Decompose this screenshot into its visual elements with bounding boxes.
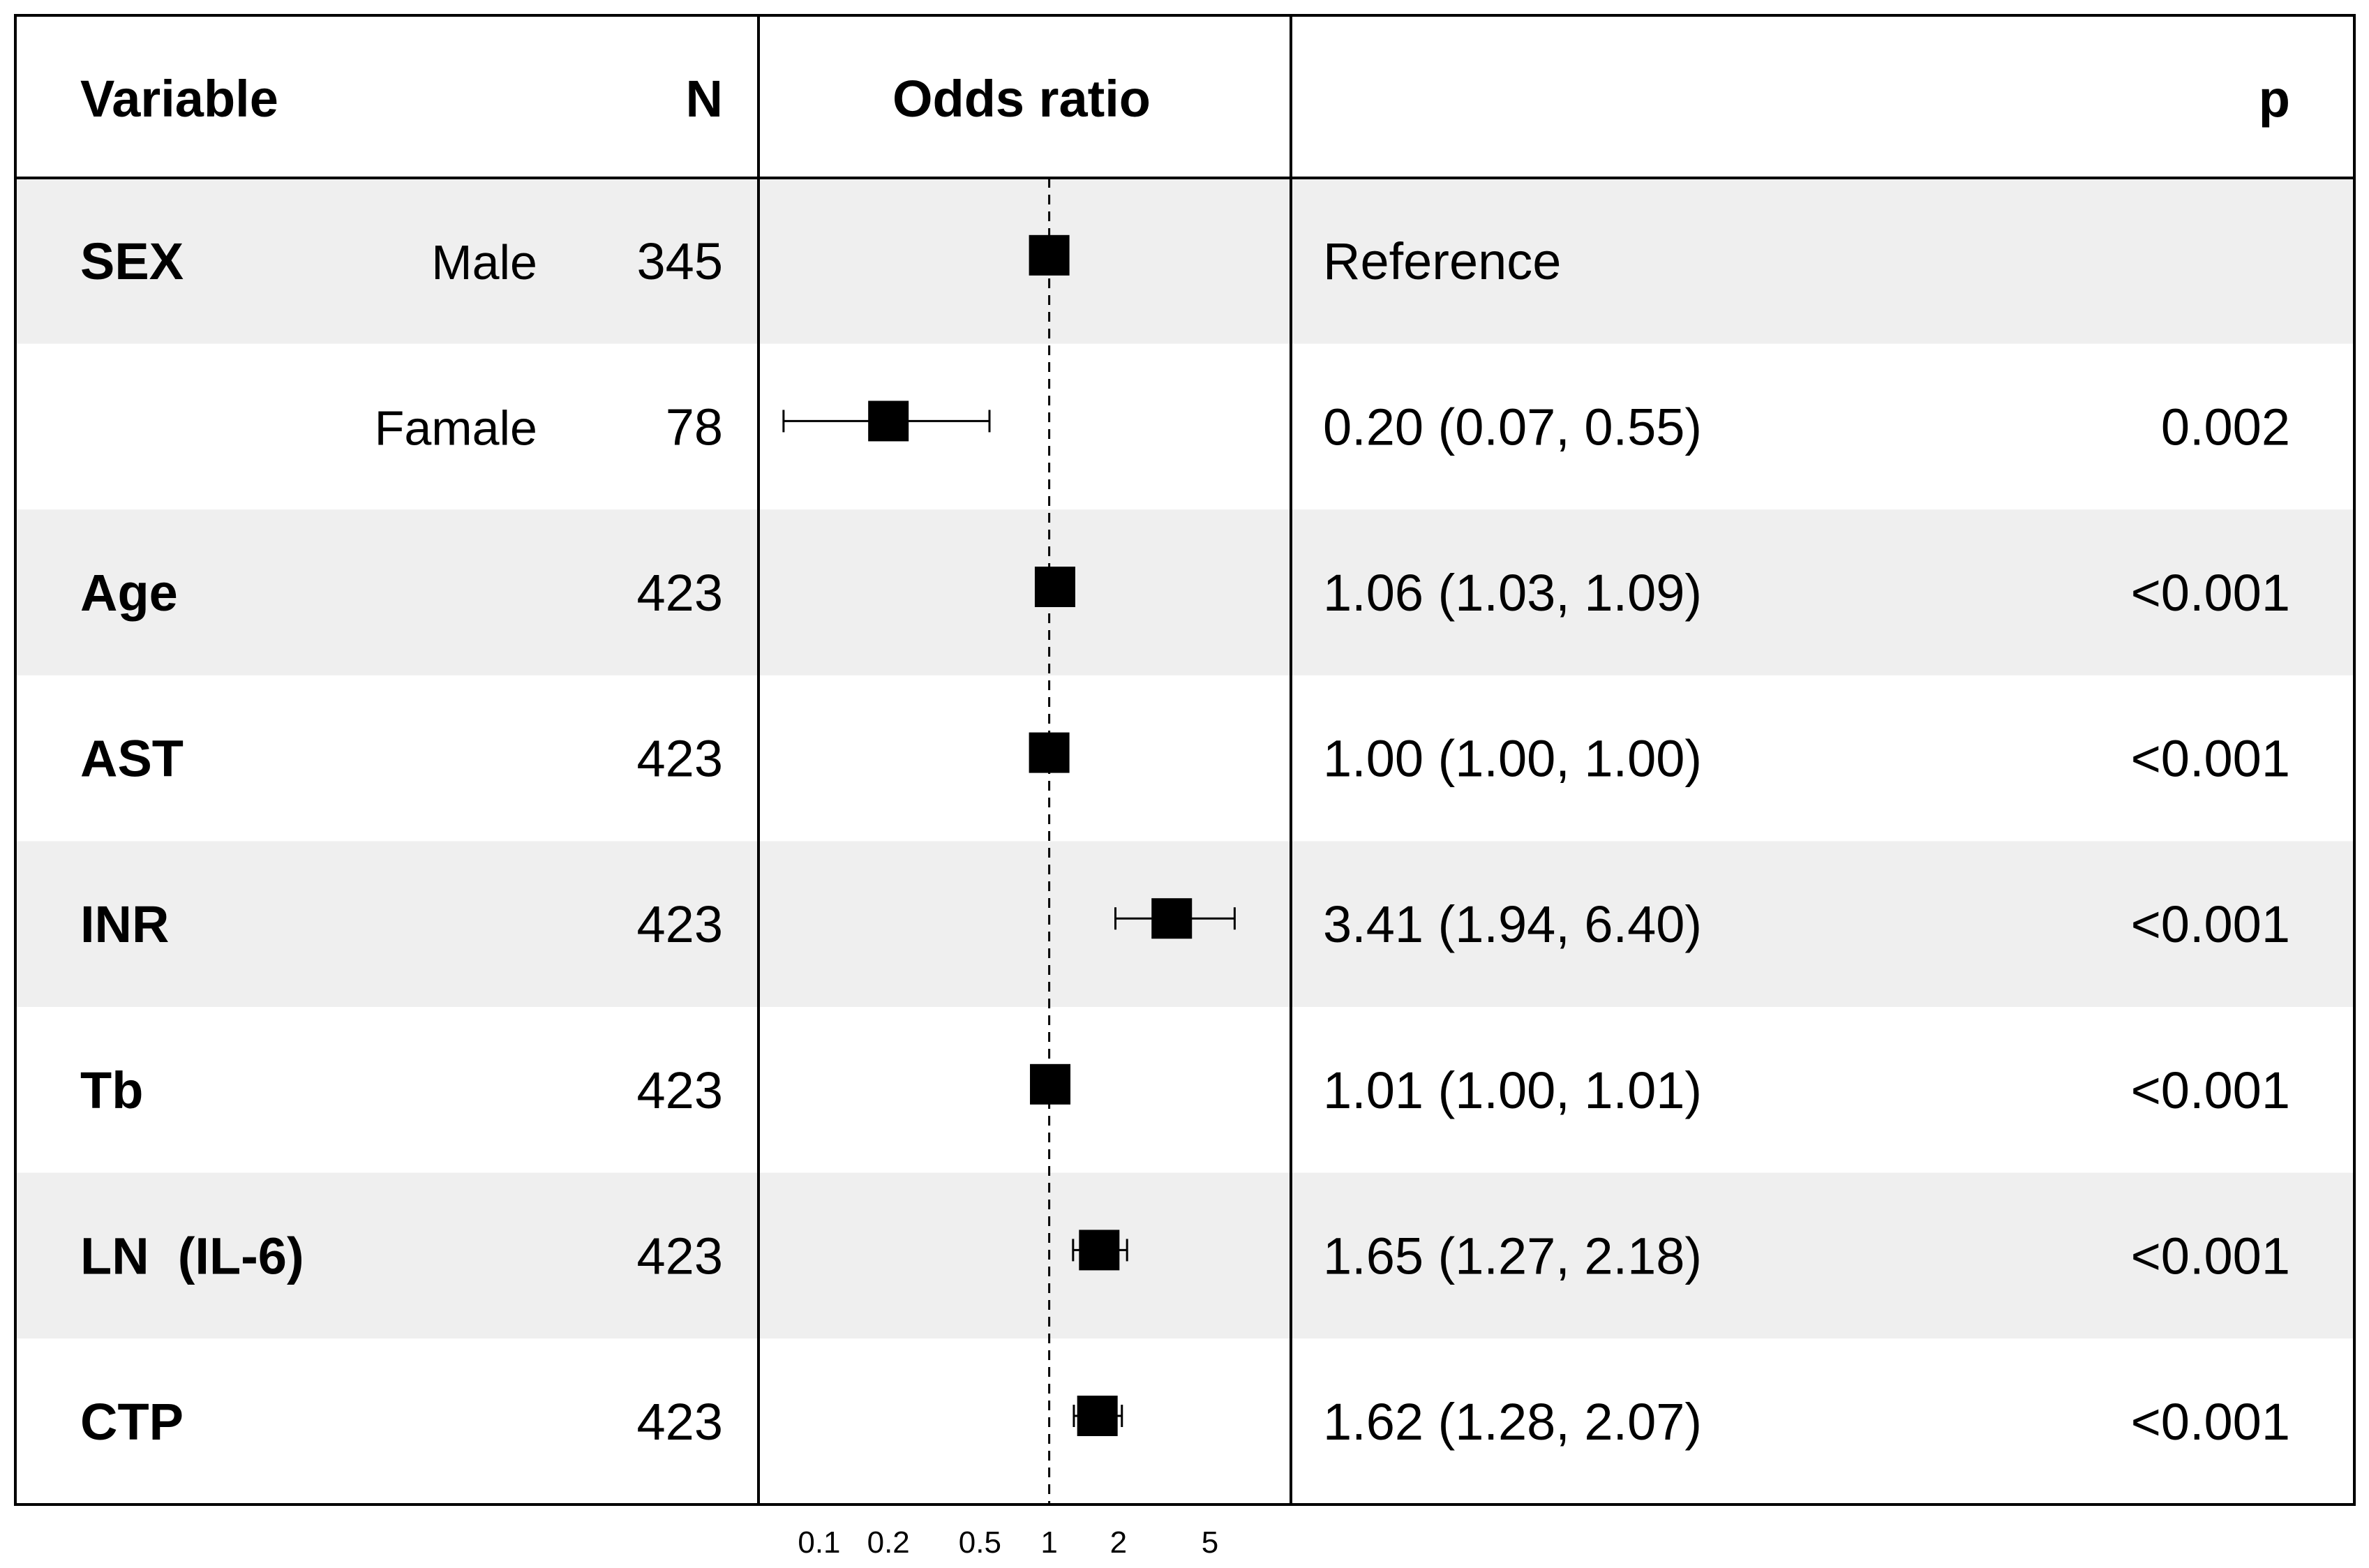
variable-label: Tb (80, 1061, 143, 1119)
x-tick-label: 5 (1202, 1525, 1218, 1560)
level-label: Male (431, 235, 537, 290)
variable-label: SEX (80, 232, 184, 290)
p-value: <0.001 (2131, 730, 2290, 788)
header-n: N (686, 70, 723, 128)
p-value: <0.001 (2131, 1393, 2290, 1451)
table-row: AST 423 1.00 (1.00, 1.00) <0.001 (80, 730, 2290, 788)
estimate-text: 1.00 (1.00, 1.00) (1323, 730, 1702, 788)
table-row: Age 423 1.06 (1.03, 1.09) <0.001 (80, 564, 2290, 622)
point-estimate (1034, 567, 1075, 607)
estimate-text: Reference (1323, 232, 1561, 290)
header-odds-ratio: Odds ratio (892, 70, 1151, 128)
table-row: Famale 78 0.20 (0.07, 0.55) 0.002 (375, 398, 2290, 456)
n-value: 423 (637, 730, 723, 788)
x-axis-ticks: 0.1 0.2 0.5 1 2 5 (798, 1525, 1218, 1560)
x-tick-label: 1 (1040, 1525, 1057, 1560)
table-frame (14, 14, 2356, 1506)
estimate-text: 1.65 (1.27, 2.18) (1323, 1227, 1702, 1285)
p-value: <0.001 (2131, 564, 2290, 622)
p-value: <0.001 (2131, 1061, 2290, 1119)
p-value: <0.001 (2131, 1227, 2290, 1285)
point-estimate (1079, 1230, 1120, 1271)
point-estimate (1077, 1396, 1118, 1436)
estimate-text: 1.62 (1.28, 2.07) (1323, 1393, 1702, 1451)
table-row: CTP 423 1.62 (1.28, 2.07) <0.001 (80, 1393, 2290, 1451)
x-tick-label: 0.1 (798, 1525, 840, 1560)
table-row: LN (IL-6) 423 1.65 (1.27, 2.18) <0.001 (80, 1227, 2290, 1285)
header-variable: Variable (80, 70, 278, 128)
outer-border (14, 14, 2356, 1506)
x-tick-label: 2 (1110, 1525, 1127, 1560)
row-band (15, 178, 2354, 344)
estimate-text: 0.20 (0.07, 0.55) (1323, 398, 1702, 456)
variable-label: LN (IL-6) (80, 1227, 304, 1285)
variable-label: INR (80, 895, 169, 953)
level-label: Famale (375, 401, 537, 455)
n-value: 423 (637, 895, 723, 953)
variable-label: CTP (80, 1393, 184, 1451)
n-value: 78 (666, 398, 723, 456)
point-estimate (868, 401, 909, 442)
row-band (15, 1172, 2354, 1339)
variable-label: AST (80, 730, 184, 788)
n-value: 423 (637, 1061, 723, 1119)
n-value: 423 (637, 1227, 723, 1285)
n-value: 423 (637, 1393, 723, 1451)
row-bands (15, 178, 2354, 1339)
n-value: 345 (637, 232, 723, 290)
table-rows: SEX Male 345 Reference Famale 78 0.20 (0.07, 0… (80, 232, 2290, 1451)
estimate-text: 1.06 (1.03, 1.09) (1323, 564, 1702, 622)
point-estimate (1151, 898, 1193, 939)
header-p: p (2259, 70, 2290, 128)
p-value: 0.002 (2161, 398, 2290, 456)
row-band (15, 509, 2354, 675)
estimate-text: 1.01 (1.00, 1.01) (1323, 1061, 1702, 1119)
table-row: Tb 423 1.01 (1.00, 1.01) <0.001 (80, 1061, 2290, 1119)
x-tick-label: 0.2 (867, 1525, 910, 1560)
p-value: <0.001 (2131, 895, 2290, 953)
estimate-text: 3.41 (1.94, 6.40) (1323, 895, 1702, 953)
variable-label: Age (80, 564, 178, 622)
x-tick-label: 0.5 (959, 1525, 1001, 1560)
table-row: SEX Male 345 Reference (80, 232, 1561, 290)
table-row: INR 423 3.41 (1.94, 6.40) <0.001 (80, 895, 2290, 953)
n-value: 423 (637, 564, 723, 622)
